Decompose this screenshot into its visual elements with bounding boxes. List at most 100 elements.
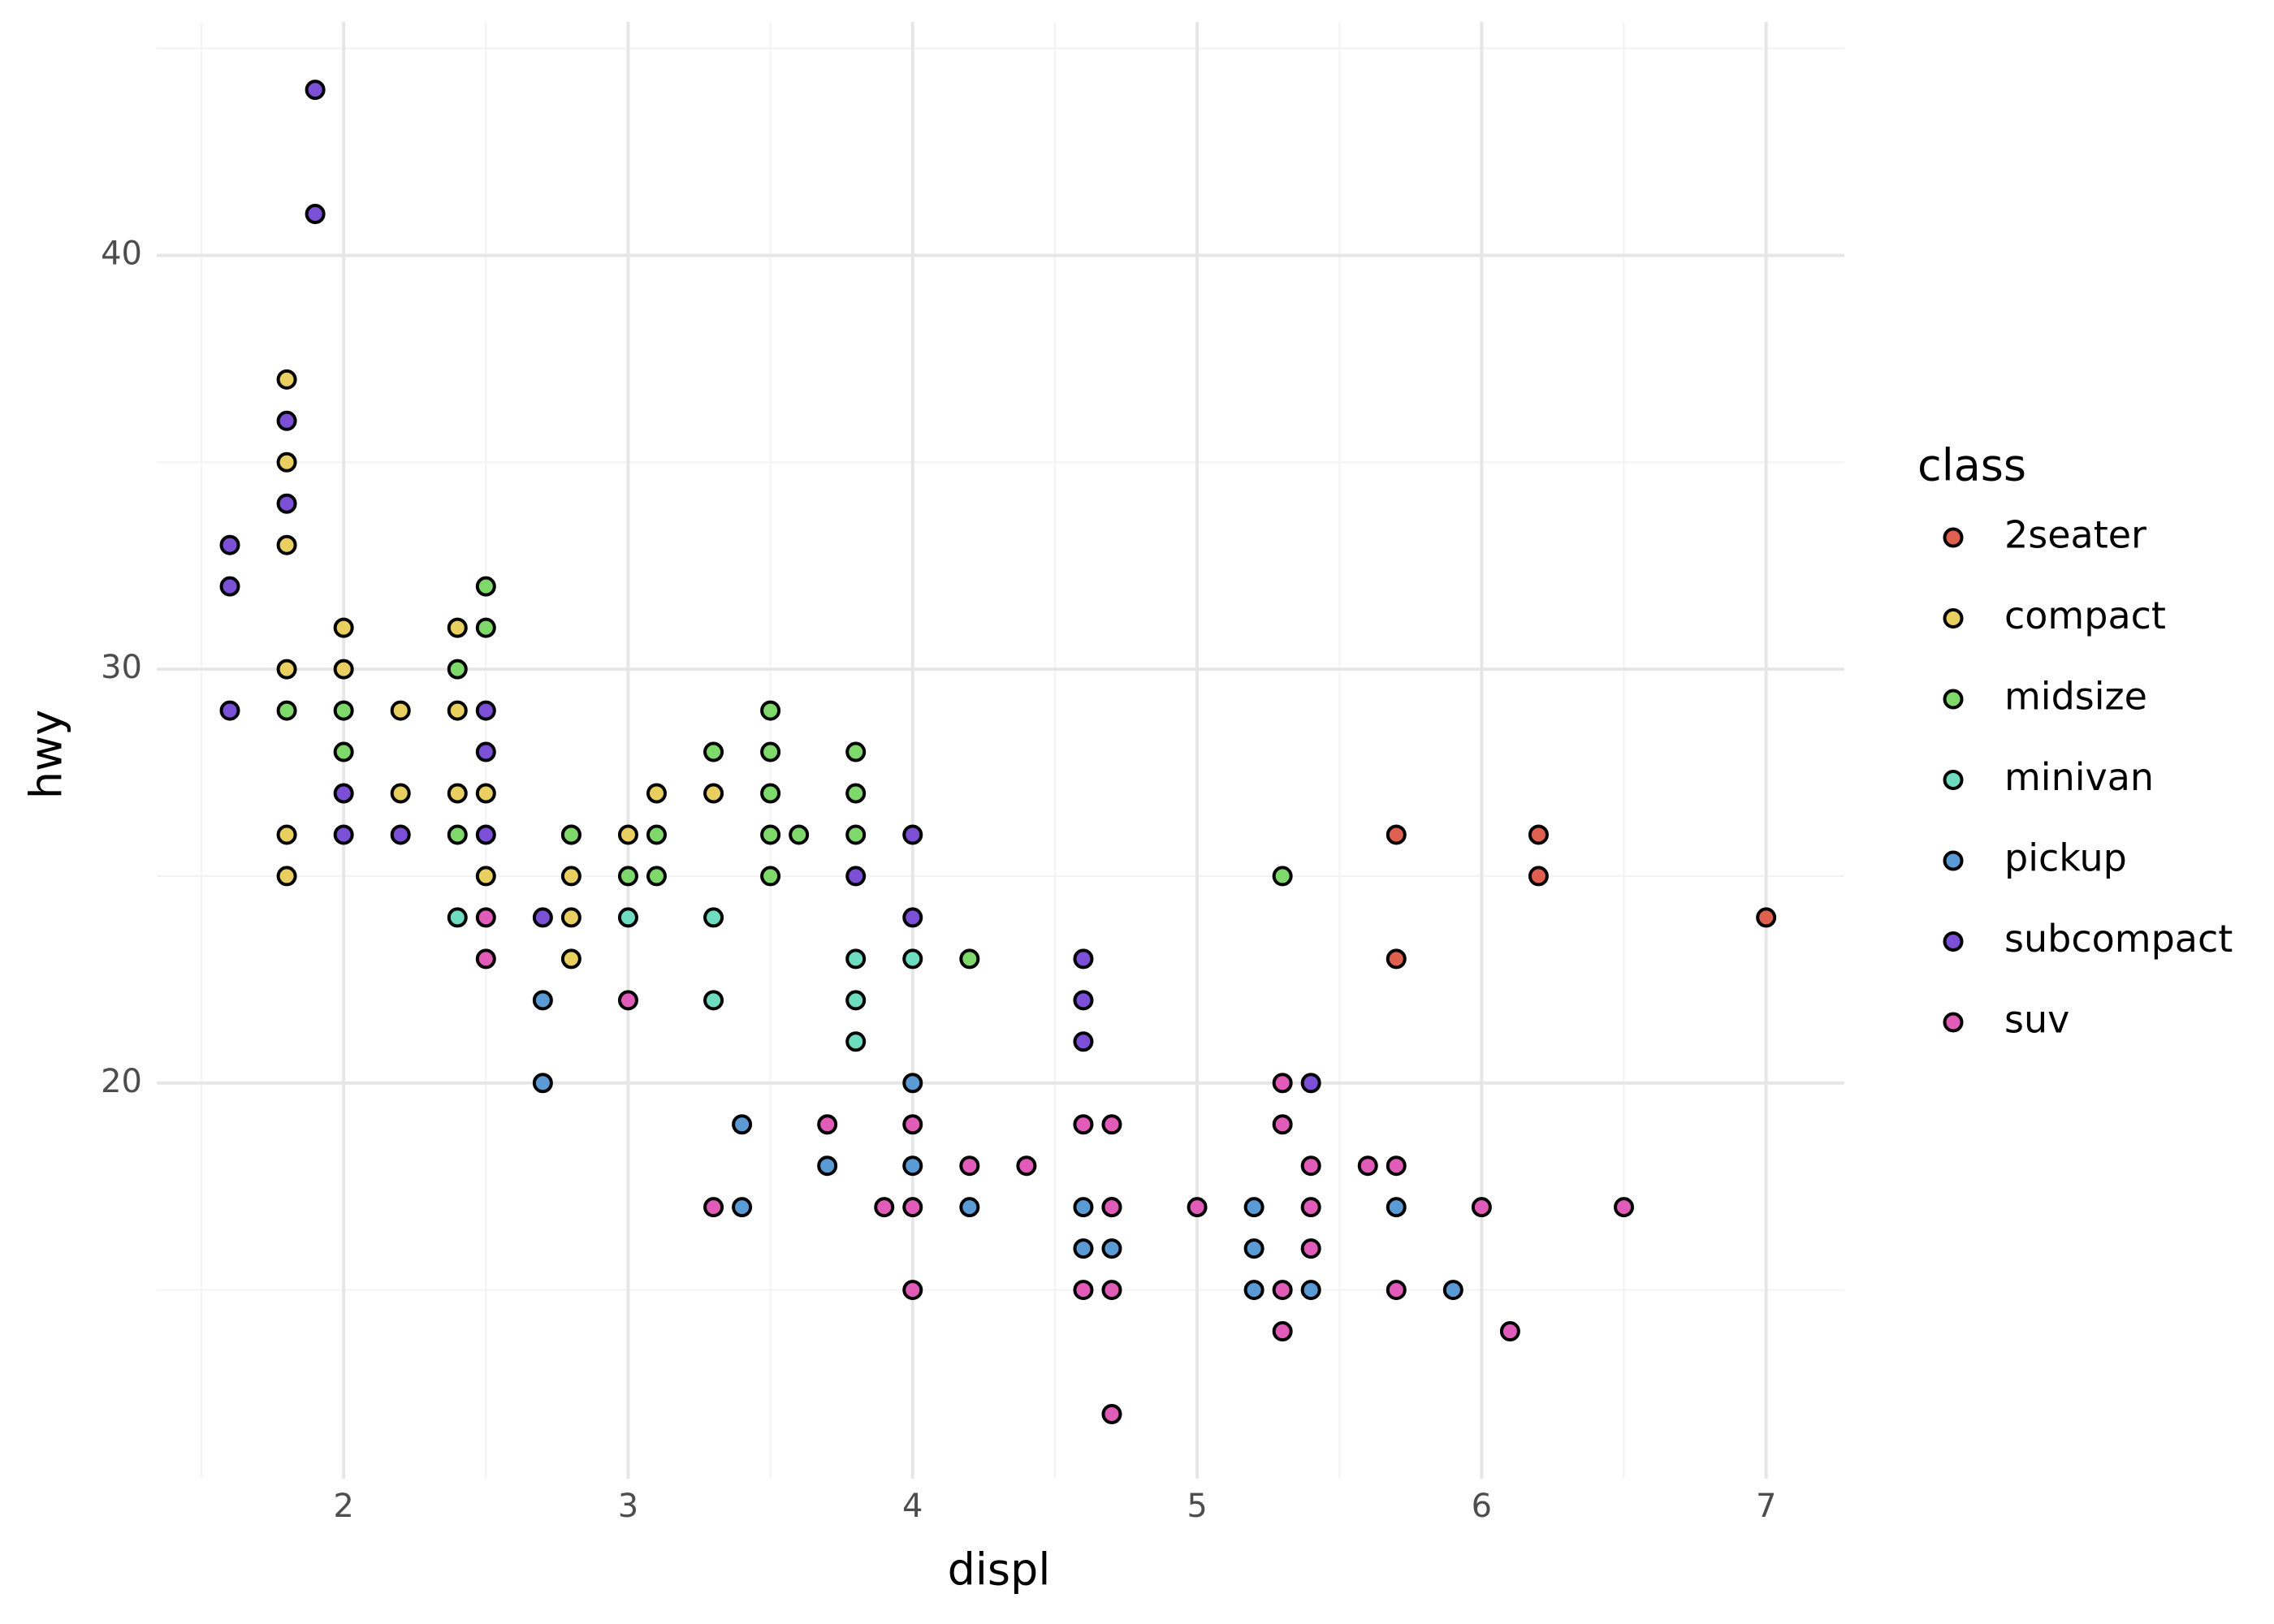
point [760,866,781,887]
point [333,659,354,680]
point [447,824,468,845]
point [333,741,354,762]
point [1528,866,1549,887]
point [333,783,354,804]
point [845,1031,867,1052]
point [902,1197,923,1218]
point [1073,1114,1094,1135]
point [902,1114,923,1135]
point [1272,1114,1293,1135]
legend-label: minivan [2004,755,2154,799]
point [1614,1197,1635,1218]
point [1300,1197,1321,1218]
point [560,907,581,928]
point [703,990,724,1011]
point [617,907,638,928]
point [902,948,923,970]
point [845,948,867,970]
point [1272,1073,1293,1094]
point [333,824,354,845]
legend-swatch [1943,931,1964,952]
point [617,866,638,887]
legend: 2seater compact midsize minivan pickup subcom… [1943,513,2233,1042]
point [1272,1280,1293,1301]
point [447,659,468,680]
point [617,990,638,1011]
point [1243,1197,1265,1218]
legend-label: 2seater [2004,513,2146,557]
point [1073,1197,1094,1218]
point [390,700,411,721]
legend-swatch [1943,689,1964,710]
point [1272,1321,1293,1342]
point [845,824,867,845]
point [305,203,326,224]
legend-title: class [1917,440,2026,491]
point [560,866,581,887]
point [902,1073,923,1094]
point [1101,1403,1122,1424]
legend-swatch [1943,850,1964,871]
point [902,1280,923,1301]
point [276,534,297,555]
point [1300,1280,1321,1301]
point [760,824,781,845]
point [532,1073,553,1094]
point [1073,990,1094,1011]
y-tick-label: 40 [101,235,142,272]
legend-label: suv [2004,998,2069,1042]
legend-label: subcompact [2004,917,2233,961]
point [959,1197,980,1218]
point [532,907,553,928]
point [447,783,468,804]
point [219,576,240,597]
point [959,1155,980,1177]
point [1357,1155,1378,1177]
point [276,410,297,431]
x-tick-label: 6 [1472,1488,1492,1525]
point [276,369,297,390]
point [276,866,297,887]
point [276,493,297,514]
point [276,700,297,721]
point [1272,866,1293,887]
point [447,700,468,721]
x-tick-label: 4 [902,1488,923,1525]
point [1187,1197,1208,1218]
point [646,866,667,887]
point [732,1114,753,1135]
point [475,576,496,597]
point [560,824,581,845]
point [1442,1280,1463,1301]
point [703,783,724,804]
point [305,80,326,101]
point [760,783,781,804]
point [1016,1155,1037,1177]
point [447,907,468,928]
point [817,1114,838,1135]
legend-label: midsize [2004,675,2147,719]
point [333,617,354,638]
point [617,824,638,845]
point [959,948,980,970]
point [902,824,923,845]
point [475,700,496,721]
point [475,741,496,762]
point [1300,1073,1321,1094]
point [703,741,724,762]
point [845,783,867,804]
point [219,700,240,721]
point [789,824,810,845]
legend-label: compact [2004,594,2166,637]
point [532,990,553,1011]
point [475,866,496,887]
point [390,783,411,804]
x-tick-label: 5 [1187,1488,1207,1525]
point [1101,1280,1122,1301]
point [1386,948,1407,970]
point [1300,1155,1321,1177]
legend-swatch [1943,1012,1964,1033]
x-tick-label: 7 [1756,1488,1776,1525]
point [1386,1197,1407,1218]
point [845,866,867,887]
